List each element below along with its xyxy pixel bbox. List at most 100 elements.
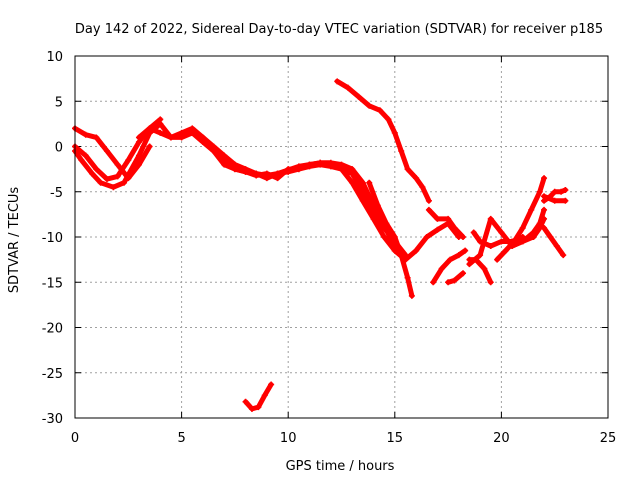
x-tick-label: 15	[387, 431, 404, 446]
data-point	[178, 134, 185, 141]
data-point	[306, 161, 313, 168]
data-point	[487, 243, 494, 250]
y-tick-label: 10	[46, 50, 63, 65]
data-point	[430, 279, 437, 286]
x-tick-label: 25	[600, 431, 617, 446]
data-point	[391, 247, 398, 254]
data-point	[344, 84, 351, 91]
data-point	[385, 116, 392, 123]
data-point	[82, 152, 89, 159]
data-point	[438, 265, 445, 272]
chart-title: Day 142 of 2022, Sidereal Day-to-day VTE…	[75, 22, 603, 37]
data-point	[221, 152, 228, 159]
data-point	[551, 188, 558, 195]
data-point	[255, 404, 262, 411]
data-point	[349, 179, 356, 186]
data-point	[455, 252, 462, 259]
data-point	[338, 161, 345, 168]
data-point	[189, 129, 196, 136]
data-point	[383, 220, 390, 227]
data-point	[78, 157, 85, 164]
y-tick-label: -25	[42, 367, 63, 382]
data-point	[285, 167, 292, 174]
data-point	[423, 234, 430, 240]
series-track-18	[541, 193, 569, 204]
data-point	[541, 175, 548, 182]
data-point	[295, 163, 302, 170]
series-track-10	[445, 270, 467, 286]
data-point	[413, 175, 420, 182]
data-point	[425, 197, 432, 204]
x-axis-title: GPS time / hours	[286, 459, 395, 474]
data-point	[434, 226, 441, 233]
data-point	[157, 120, 164, 127]
data-point	[477, 252, 484, 259]
data-point	[121, 179, 128, 186]
data-point	[376, 107, 383, 114]
plot-frame	[74, 55, 609, 419]
data-point	[541, 206, 548, 213]
data-point	[553, 243, 560, 250]
x-tick-label: 5	[177, 431, 185, 446]
data-point	[93, 166, 100, 173]
x-tick-label: 20	[493, 431, 510, 446]
data-point	[528, 206, 535, 213]
y-tick-label: -15	[42, 276, 63, 291]
data-point	[146, 125, 153, 132]
data-point	[370, 215, 377, 222]
data-point	[274, 170, 281, 177]
data-point	[562, 186, 569, 193]
data-point	[460, 270, 467, 277]
data-point	[210, 143, 217, 150]
data-point	[261, 392, 268, 399]
y-tick-label: -5	[50, 186, 63, 201]
data-point	[481, 265, 488, 272]
data-point	[334, 78, 341, 85]
data-point	[398, 148, 405, 155]
data-point	[536, 188, 543, 195]
data-point	[519, 224, 526, 231]
data-point	[135, 161, 142, 168]
data-point	[366, 102, 373, 109]
y-tick-label: -20	[42, 322, 63, 337]
data-point	[487, 215, 494, 222]
data-point	[391, 234, 398, 240]
series-track-19	[541, 224, 567, 259]
data-point	[451, 277, 458, 284]
x-tick-label: 10	[280, 431, 297, 446]
data-point	[327, 159, 334, 166]
data-point	[419, 184, 426, 191]
data-point	[470, 229, 477, 236]
data-point	[494, 256, 501, 263]
data-point	[253, 170, 260, 177]
data-point	[498, 238, 505, 245]
series-track-7	[334, 78, 432, 204]
data-point	[199, 134, 206, 141]
data-point	[509, 243, 516, 250]
data-point	[413, 247, 420, 254]
data-point	[103, 148, 110, 155]
data-point	[89, 170, 96, 177]
data-point	[167, 134, 174, 141]
data-point	[359, 197, 366, 204]
data-point	[268, 381, 275, 388]
data-point	[404, 274, 411, 281]
data-point	[231, 161, 238, 168]
data-point	[242, 398, 249, 405]
data-point	[425, 206, 432, 213]
data-point	[541, 224, 548, 231]
data-point	[82, 131, 89, 138]
data-point	[103, 176, 110, 183]
data-point	[114, 161, 121, 168]
data-point	[381, 234, 388, 240]
data-point	[560, 252, 567, 259]
data-point	[374, 202, 381, 209]
data-point	[541, 193, 548, 200]
data-point	[445, 215, 452, 222]
series-track-9	[430, 247, 469, 286]
data-point	[125, 157, 132, 164]
data-point	[135, 152, 142, 159]
data-point	[110, 184, 117, 191]
data-point	[97, 179, 104, 186]
